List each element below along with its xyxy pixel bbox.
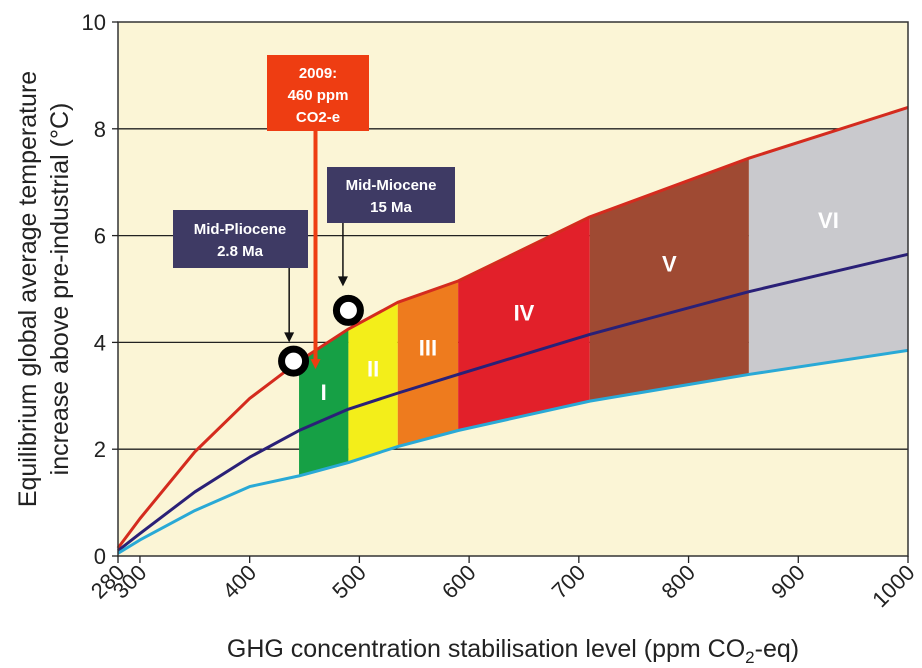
x-tick-label: 1000 — [867, 560, 919, 612]
y-axis-title-line2: increase above pre-industrial (°C) — [46, 103, 74, 476]
pliocene-callout-line1: Mid-Pliocene — [194, 221, 287, 238]
category-label-II: II — [367, 356, 379, 381]
pliocene-callout-box — [173, 210, 308, 268]
mid-pliocene-marker — [278, 345, 310, 377]
category-band-II — [348, 302, 398, 463]
category-band-VI — [748, 107, 908, 375]
pliocene-callout-line2: 2.8 Ma — [217, 243, 264, 260]
category-band-V — [589, 158, 749, 402]
series-lines — [116, 106, 909, 555]
category-label-I: I — [321, 380, 327, 405]
series-line-lower — [117, 348, 909, 555]
y-tick-label: 2 — [94, 437, 106, 462]
current-callout-line1: 2009: — [299, 65, 337, 82]
y-tick-label: 6 — [94, 224, 106, 249]
y-tick-label: 0 — [94, 544, 106, 569]
annotations: 2009: 460 ppm CO2-e Mid-Pliocene 2.8 Ma … — [173, 55, 455, 370]
current-arrow-head — [310, 359, 321, 370]
markers — [278, 294, 364, 377]
miocene-arrow-head — [337, 276, 348, 287]
current-callout-box — [267, 55, 369, 131]
pliocene-arrow-head — [284, 332, 295, 343]
category-label-III: III — [419, 335, 437, 360]
y-tick-label: 10 — [82, 10, 106, 35]
x-tick-label: 800 — [656, 560, 700, 604]
y-tick-label: 8 — [94, 117, 106, 142]
x-tick-label: 400 — [218, 560, 262, 604]
series-line-upper — [116, 106, 909, 549]
y-axis-title-line1: Equilibrium global average temperature — [14, 71, 42, 507]
x-tick-label: 500 — [327, 560, 371, 604]
miocene-callout-box — [327, 167, 455, 223]
x-tick-label: 600 — [437, 560, 481, 604]
x-tick-label: 900 — [766, 560, 810, 604]
x-tick-label: 700 — [547, 560, 591, 604]
category-label-IV: IV — [514, 300, 535, 325]
miocene-callout-line1: Mid-Miocene — [346, 177, 437, 194]
series-line-best-estimate — [117, 252, 909, 552]
mid-miocene-marker — [332, 294, 364, 326]
current-callout-line3: CO2-e — [296, 109, 340, 126]
category-band-I — [299, 329, 349, 476]
category-band-III — [397, 280, 459, 447]
category-label-VI: VI — [818, 208, 839, 233]
current-callout-line2: 460 ppm — [288, 87, 349, 104]
category-label-V: V — [662, 252, 677, 277]
category-band-IV — [458, 216, 590, 431]
x-axis-title: GHG concentration stabilisation level (p… — [227, 635, 799, 667]
plot-frame — [117, 21, 909, 557]
y-tick-label: 4 — [94, 330, 106, 355]
miocene-callout-line2: 15 Ma — [370, 199, 412, 216]
